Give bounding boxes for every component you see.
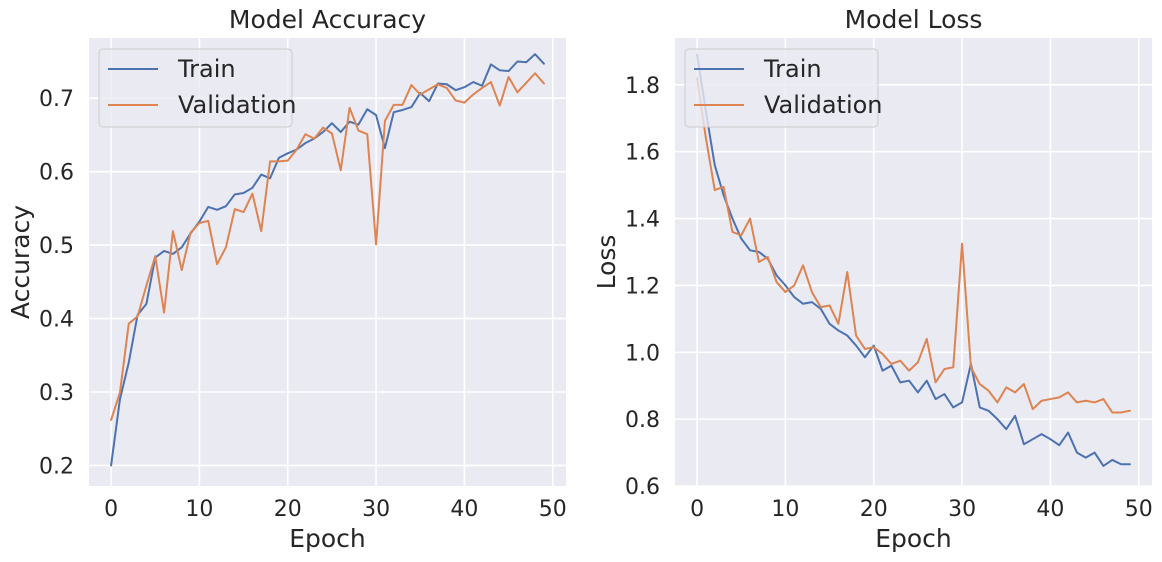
accuracy-chart-title: Model Accuracy [229,5,426,34]
accuracy-y-tick-label: 0.3 [39,381,74,406]
loss-x-tick-label: 30 [948,497,976,522]
accuracy-train-line [110,53,545,467]
loss-y-tick-label: 1.6 [625,141,660,166]
accuracy-chart: 0 10 20 30 40 50 0.2 0.3 0.4 0.5 0.6 0.7 Model Accu… [6,5,567,553]
loss-series-group [696,53,1131,467]
loss-chart-title: Model Loss [845,5,983,34]
accuracy-tick-labels: 0 10 20 30 40 50 0.2 0.3 0.4 0.5 0.6 0.7 [39,87,567,522]
loss-y-tick-label: 1.2 [625,274,660,299]
accuracy-legend: Train Validation [98,48,297,128]
loss-y-tick-label: 1.0 [625,341,660,366]
accuracy-validation-line [110,72,545,421]
accuracy-y-tick-label: 0.5 [39,234,74,259]
loss-y-axis-label: Loss [592,235,621,290]
accuracy-y-tick-label: 0.7 [39,87,74,112]
loss-y-tick-label: 1.8 [625,74,660,99]
accuracy-y-axis-label: Accuracy [6,205,35,319]
accuracy-legend-validation-label: Validation [178,91,297,119]
loss-y-tick-label: 0.6 [625,475,660,500]
accuracy-y-tick-label: 0.6 [39,161,74,186]
accuracy-x-tick-label: 40 [450,497,478,522]
loss-x-tick-label: 0 [690,497,704,522]
accuracy-y-tick-label: 0.4 [39,308,74,333]
accuracy-legend-train-label: Train [177,55,236,83]
loss-x-axis-label: Epoch [875,524,952,553]
accuracy-x-axis-label: Epoch [289,524,366,553]
accuracy-x-tick-label: 10 [185,497,213,522]
loss-tick-labels: 0 10 20 30 40 50 0.6 0.8 1.0 1.2 1.4 1.6 1.8 [625,74,1153,522]
accuracy-y-tick-label: 0.2 [39,454,74,479]
loss-y-tick-label: 0.8 [625,408,660,433]
loss-x-tick-label: 20 [860,497,888,522]
loss-legend-validation-label: Validation [764,91,883,119]
accuracy-x-tick-label: 30 [362,497,390,522]
accuracy-series-group [110,53,545,467]
loss-legend: Train Validation [684,48,883,128]
loss-legend-train-label: Train [763,55,822,83]
accuracy-x-tick-label: 20 [274,497,302,522]
accuracy-x-tick-label: 0 [104,497,118,522]
loss-x-tick-label: 50 [1125,497,1153,522]
loss-x-tick-label: 40 [1036,497,1064,522]
loss-chart: 0 10 20 30 40 50 0.6 0.8 1.0 1.2 1.4 1.6 1.8 Model L… [592,5,1153,553]
loss-x-tick-label: 10 [771,497,799,522]
loss-y-tick-label: 1.4 [625,208,660,233]
loss-validation-line [696,77,1131,414]
accuracy-x-tick-label: 50 [539,497,567,522]
